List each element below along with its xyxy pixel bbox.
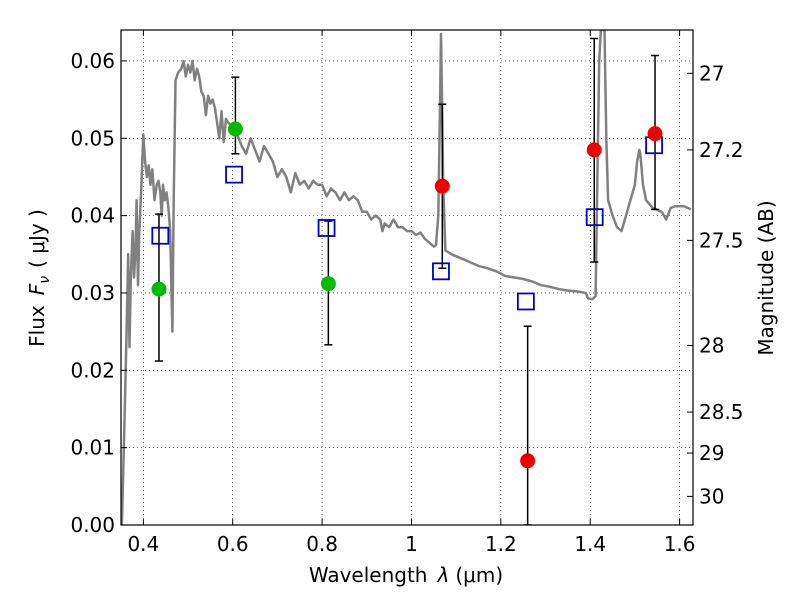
observed-point-marker — [586, 142, 602, 158]
x-tick-label: 0.8 — [306, 532, 338, 556]
x-axis-label: Wavelength λ (μm) — [309, 563, 503, 587]
model-square-marker — [585, 208, 604, 227]
model-square-marker — [151, 226, 170, 245]
tick-labels: 0.4 0.6 0.8 1 1.2 1.4 1.6 0.00 0.01 0.02 0.03 0.04 0… — [70, 49, 743, 556]
y-tick-label: 0.01 — [70, 436, 115, 460]
y2-tick-label: 27 — [699, 61, 724, 85]
model-square-marker — [516, 292, 535, 311]
y2-tick-label: 28.5 — [699, 400, 744, 424]
plot-content — [121, 30, 692, 525]
x-tick-label: 1.2 — [485, 532, 517, 556]
y-axis-label: FluxFν( μJy ) — [25, 209, 53, 347]
y-tick-label: 0.02 — [70, 358, 115, 382]
observed-point-marker — [520, 453, 536, 469]
model-square-marker — [317, 219, 336, 237]
x-tick-label: 1 — [405, 532, 418, 556]
model-square-marker — [432, 262, 450, 281]
y-tick-label: 0.04 — [70, 204, 115, 228]
plot-frame — [120, 29, 694, 526]
x-tick-label: 1.6 — [664, 532, 696, 556]
observed-point-marker — [320, 276, 336, 292]
y-tick-label: 0.06 — [70, 49, 115, 73]
observed-point-marker — [227, 121, 243, 137]
observed-point-marker — [647, 126, 663, 142]
axis-ticks — [121, 30, 693, 526]
y2-tick-label: 29 — [699, 441, 724, 465]
x-tick-label: 0.4 — [127, 532, 159, 556]
model-spectrum-line — [121, 30, 692, 525]
y-tick-label: 0.03 — [70, 281, 115, 305]
y-tick-label: 0.00 — [70, 513, 115, 537]
y2-axis-label: Magnitude (AB) — [754, 200, 778, 355]
observed-point-marker — [434, 178, 450, 194]
y-tick-label: 0.05 — [70, 126, 115, 150]
x-tick-label: 1.4 — [574, 532, 606, 556]
observed-point-marker — [151, 281, 167, 297]
y2-tick-label: 28 — [699, 334, 724, 358]
model-square-marker — [225, 165, 243, 184]
x-tick-label: 0.6 — [217, 532, 249, 556]
y2-tick-label: 30 — [699, 484, 724, 508]
y2-tick-label: 27.5 — [699, 228, 744, 252]
y2-tick-label: 27.2 — [699, 138, 744, 162]
